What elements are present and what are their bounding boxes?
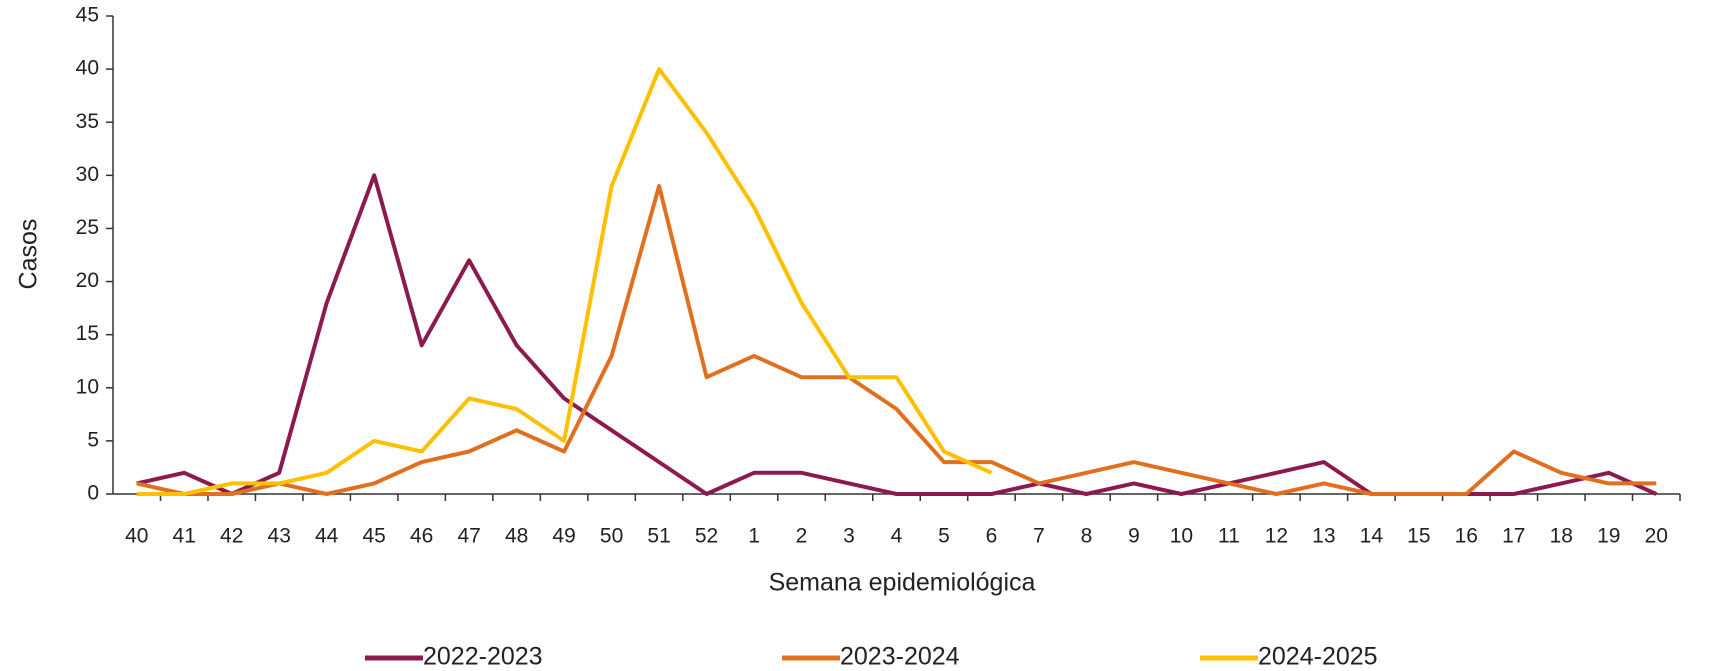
x-tick-label: 15 — [1407, 525, 1430, 548]
x-tick-label: 7 — [1033, 525, 1045, 548]
legend-label: 2023-2024 — [840, 643, 960, 671]
x-tick-label: 14 — [1360, 525, 1384, 548]
x-tick-label: 18 — [1550, 525, 1573, 548]
x-tick-label: 6 — [986, 525, 998, 548]
x-tick-label: 1 — [748, 525, 760, 548]
x-tick-label: 49 — [552, 525, 575, 548]
x-tick-label: 41 — [173, 525, 196, 548]
y-tick-label: 30 — [76, 163, 99, 186]
x-tick-label: 19 — [1597, 525, 1620, 548]
legend-label: 2024-2025 — [1258, 643, 1378, 671]
x-tick-label: 11 — [1218, 525, 1240, 548]
y-tick-label: 40 — [76, 57, 99, 80]
legend-label: 2022-2023 — [423, 643, 543, 671]
x-tick-label: 45 — [362, 525, 385, 548]
x-tick-label: 3 — [843, 525, 855, 548]
y-tick-label: 10 — [76, 375, 99, 398]
x-tick-label: 51 — [647, 525, 670, 548]
x-tick-label: 42 — [220, 525, 243, 548]
y-tick-label: 25 — [76, 216, 99, 239]
y-axis-title: Casos — [15, 219, 43, 290]
y-tick-label: 35 — [76, 110, 99, 133]
x-tick-label: 48 — [505, 525, 528, 548]
x-tick-label: 4 — [891, 525, 903, 548]
x-tick-label: 20 — [1645, 525, 1668, 548]
y-tick-label: 0 — [87, 482, 99, 505]
x-tick-label: 46 — [410, 525, 433, 548]
y-tick-label: 45 — [76, 4, 99, 27]
x-tick-label: 8 — [1081, 525, 1093, 548]
x-tick-label: 40 — [125, 525, 148, 548]
y-tick-label: 15 — [76, 322, 99, 345]
x-tick-label: 44 — [315, 525, 339, 548]
x-tick-label: 2 — [796, 525, 808, 548]
x-tick-label: 50 — [600, 525, 623, 548]
x-axis-title: Semana epidemiológica — [769, 569, 1036, 597]
series-line — [136, 67, 993, 496]
x-tick-label: 52 — [695, 525, 718, 548]
x-tick-label: 10 — [1170, 525, 1193, 548]
x-tick-label: 47 — [457, 525, 480, 548]
x-tick-label: 16 — [1455, 525, 1478, 548]
x-tick-label: 17 — [1502, 525, 1525, 548]
x-tick-label: 13 — [1312, 525, 1335, 548]
x-tick-label: 43 — [268, 525, 291, 548]
y-tick-label: 20 — [76, 269, 99, 292]
y-tick-label: 5 — [87, 428, 99, 451]
x-tick-label: 12 — [1265, 525, 1288, 548]
series-line — [136, 184, 1657, 496]
x-tick-label: 9 — [1128, 525, 1140, 548]
x-tick-label: 5 — [938, 525, 950, 548]
